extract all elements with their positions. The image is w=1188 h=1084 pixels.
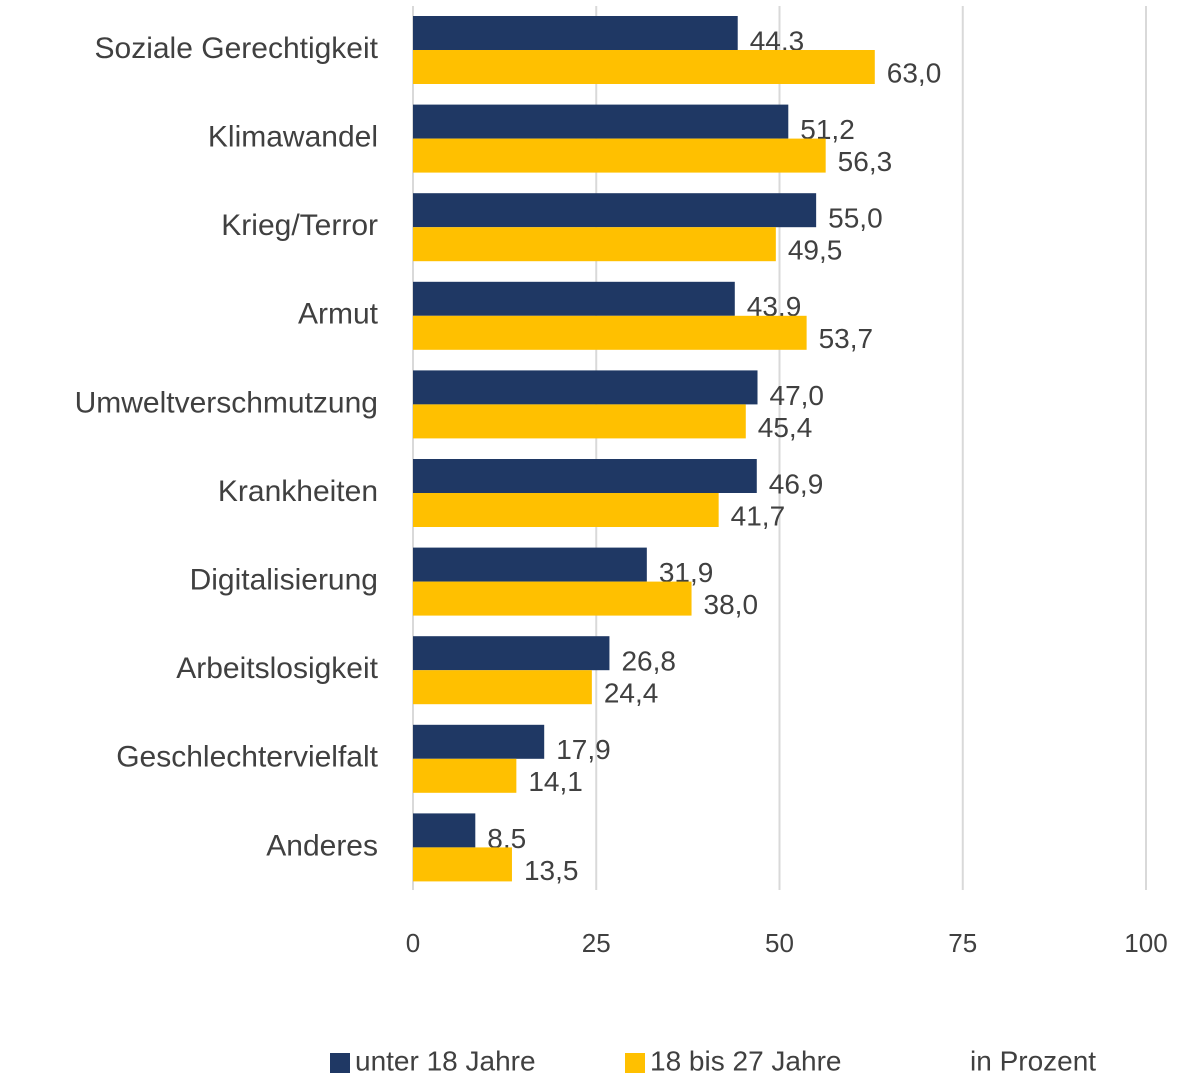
value-label: 26,8 bbox=[621, 646, 676, 677]
bar bbox=[413, 493, 719, 527]
bar bbox=[413, 459, 757, 493]
value-label: 17,9 bbox=[556, 734, 611, 765]
x-tick-label: 0 bbox=[406, 928, 420, 958]
value-label: 63,0 bbox=[887, 57, 942, 88]
category-label: Klimawandel bbox=[208, 121, 378, 154]
category-label: Anderes bbox=[266, 829, 378, 862]
category-label: Krankheiten bbox=[218, 475, 378, 508]
x-tick-label: 25 bbox=[582, 928, 611, 958]
bar bbox=[413, 227, 776, 262]
bar bbox=[413, 104, 789, 139]
bar bbox=[413, 670, 592, 705]
bar bbox=[413, 404, 746, 439]
bar bbox=[413, 193, 817, 228]
bar bbox=[413, 813, 476, 848]
bar bbox=[413, 50, 875, 84]
category-label: Arbeitslosigkeit bbox=[176, 652, 378, 685]
value-label: 53,7 bbox=[819, 323, 874, 354]
bar bbox=[413, 370, 758, 405]
bar bbox=[413, 636, 610, 671]
bar bbox=[413, 315, 807, 350]
bar bbox=[413, 16, 738, 50]
category-label: Digitalisierung bbox=[190, 564, 378, 597]
value-label: 55,0 bbox=[828, 203, 883, 234]
value-label: 13,5 bbox=[524, 855, 579, 886]
x-tick-label: 50 bbox=[765, 928, 794, 958]
value-label: 49,5 bbox=[788, 235, 843, 266]
category-label: Umweltverschmutzung bbox=[75, 386, 378, 419]
legend-label: 18 bis 27 Jahre bbox=[650, 1045, 841, 1076]
category-label: Armut bbox=[298, 298, 379, 331]
value-label: 24,4 bbox=[604, 678, 659, 709]
bar bbox=[413, 281, 735, 316]
value-label: 45,4 bbox=[758, 412, 813, 443]
category-label: Krieg/Terror bbox=[221, 209, 378, 242]
value-label: 41,7 bbox=[731, 500, 786, 531]
bar bbox=[413, 547, 647, 582]
legend-swatch bbox=[330, 1053, 350, 1073]
bar bbox=[413, 138, 826, 173]
legend-label: unter 18 Jahre bbox=[355, 1045, 536, 1076]
category-label: Geschlechtervielfalt bbox=[116, 741, 378, 774]
x-tick-label: 100 bbox=[1124, 928, 1167, 958]
value-label: 14,1 bbox=[528, 766, 583, 797]
bar bbox=[413, 847, 512, 882]
value-label: 38,0 bbox=[704, 589, 759, 620]
bar bbox=[413, 758, 517, 793]
legend-swatch bbox=[625, 1053, 645, 1073]
bar bbox=[413, 581, 692, 616]
value-label: 56,3 bbox=[838, 146, 893, 177]
category-label: Soziale Gerechtigkeit bbox=[95, 32, 379, 65]
x-tick-label: 75 bbox=[948, 928, 977, 958]
value-label: 46,9 bbox=[769, 468, 824, 499]
bar bbox=[413, 724, 545, 759]
annotation: in Prozent bbox=[970, 1045, 1096, 1076]
value-label: 47,0 bbox=[770, 380, 825, 411]
